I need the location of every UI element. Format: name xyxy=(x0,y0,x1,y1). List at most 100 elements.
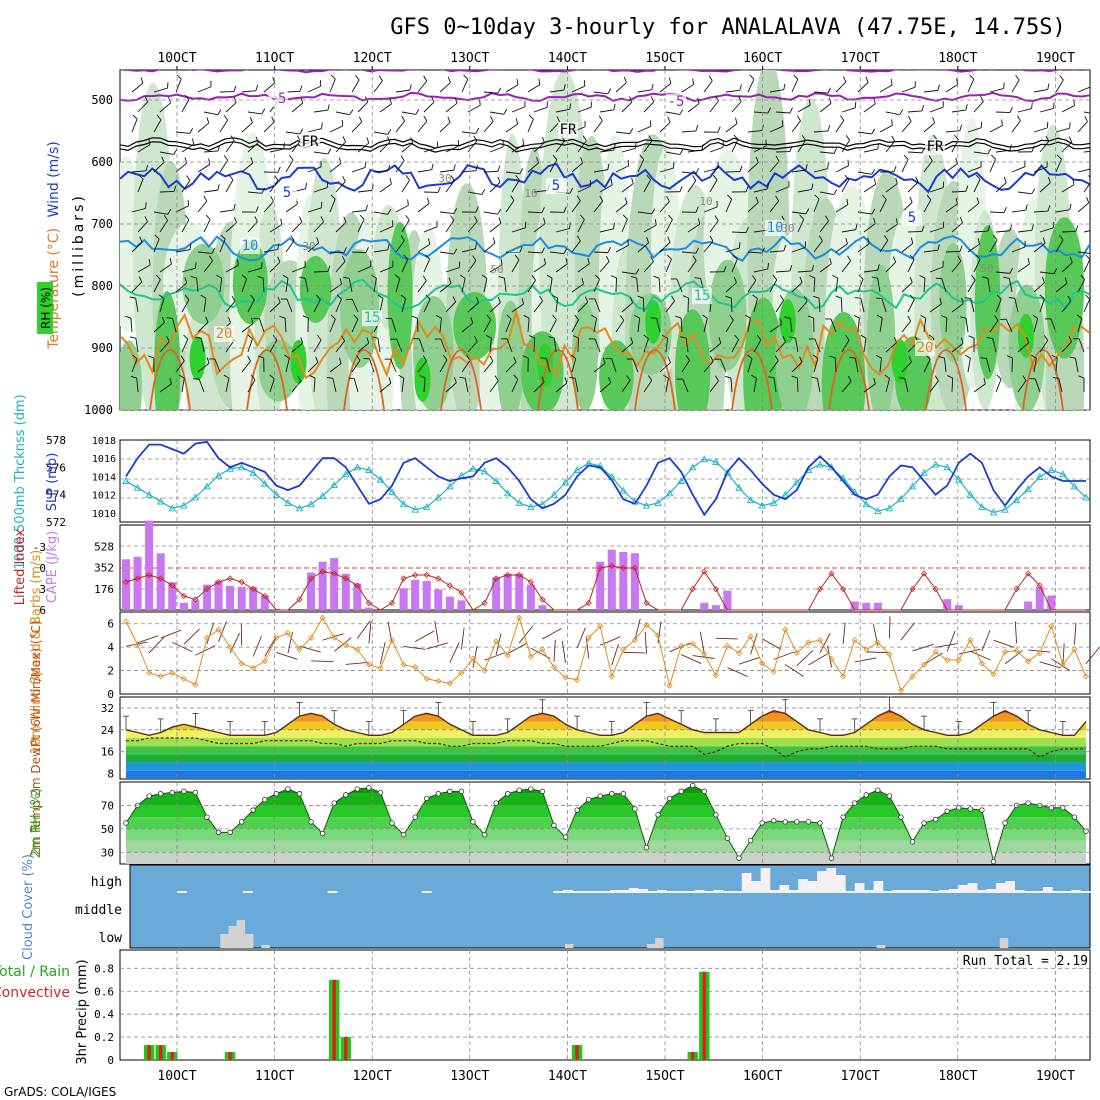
pressure-tick-label: 900 xyxy=(91,341,113,355)
wind-barb xyxy=(709,179,718,193)
wind-barb-feather xyxy=(341,255,346,262)
high-cloud-bar xyxy=(713,890,724,893)
wind-barb xyxy=(379,183,392,193)
wind-barb-feather xyxy=(620,315,625,321)
surface-barb xyxy=(195,645,216,656)
wind-barb-feather xyxy=(514,254,520,261)
wind-barb-feather xyxy=(735,117,738,124)
high-cloud-bar xyxy=(685,891,696,893)
thickness-marker xyxy=(180,501,188,509)
wind-barb xyxy=(175,282,188,293)
wind-barb-feather xyxy=(772,274,778,281)
rh-marker xyxy=(343,792,349,798)
iso-label-bg xyxy=(925,139,945,155)
wind-barb xyxy=(307,242,319,253)
wind-barb-feather xyxy=(453,164,456,171)
wind-barb xyxy=(197,86,212,93)
wind-barb-feather xyxy=(651,83,654,90)
warm-isotherm xyxy=(634,349,676,410)
wind-barb-feather xyxy=(180,355,185,361)
slp-tick: 1012 xyxy=(92,491,116,502)
wind-barb-feather xyxy=(321,122,323,129)
wind-barb xyxy=(703,206,718,213)
wind-barb xyxy=(555,108,570,113)
wind-barb xyxy=(203,219,211,233)
surface-barb xyxy=(738,656,761,665)
rh-band xyxy=(126,840,1086,853)
bottom-date-label: 10OCT xyxy=(157,1069,196,1084)
high-cloud-bar xyxy=(610,890,620,893)
wind-barb-feather xyxy=(423,75,428,82)
wind-barb-feather xyxy=(919,275,926,279)
wind-marker xyxy=(319,614,326,621)
pressure-tick-label: 500 xyxy=(91,93,113,107)
wind-barb xyxy=(863,383,876,393)
wind-barb-feather xyxy=(297,375,302,382)
wind-barb-feather xyxy=(960,337,964,344)
warm-isotherm xyxy=(925,349,967,410)
lifted-index-line xyxy=(125,565,1086,611)
iso-label-bg xyxy=(268,91,288,107)
wind-barb xyxy=(1014,298,1019,313)
wind-barb-feather xyxy=(166,317,173,319)
wind-barb xyxy=(1077,318,1083,333)
wind-barb xyxy=(1033,166,1048,173)
wind-barb xyxy=(214,358,221,373)
surface-barb xyxy=(172,641,193,653)
wind-barb-feather xyxy=(231,295,236,302)
wind-barb-feather xyxy=(541,376,545,383)
wind-barb-feather xyxy=(875,354,882,359)
li-marker xyxy=(342,575,349,582)
wind-barb xyxy=(1083,230,1090,233)
wind-barb xyxy=(967,358,971,373)
bottom-date-label: 13OCT xyxy=(450,1069,489,1084)
li-marker xyxy=(828,570,835,577)
bottom-date-label: 15OCT xyxy=(645,1069,684,1084)
high-cloud-bar xyxy=(958,885,968,893)
rh-marker xyxy=(400,832,407,838)
wind-barb-feather xyxy=(1088,175,1090,179)
wind-barb-feather xyxy=(364,96,369,103)
wind-barb xyxy=(401,142,414,153)
li-marker xyxy=(388,599,396,607)
bottom-date-label: 19OCT xyxy=(1036,1069,1075,1084)
wind-barb xyxy=(643,179,652,193)
wind-barb xyxy=(505,361,517,373)
surface-barb xyxy=(507,642,528,654)
rh-marker xyxy=(528,786,534,792)
wind-barb xyxy=(483,211,498,215)
wind-barb xyxy=(863,103,876,113)
wind-marker xyxy=(134,641,141,648)
wind-barb xyxy=(533,263,546,273)
wind-barb-feather xyxy=(745,314,751,319)
wind-barb-feather xyxy=(515,118,519,125)
rh-marker xyxy=(169,789,175,796)
wind-barb xyxy=(181,299,190,313)
wind-barb-feather xyxy=(635,268,640,275)
wind-barb xyxy=(511,379,519,393)
wind-barb xyxy=(1033,127,1048,133)
thickness-marker xyxy=(1012,496,1021,504)
wind-barb-feather xyxy=(854,297,861,299)
li-marker xyxy=(932,585,939,593)
wind-marker xyxy=(261,658,268,665)
wind-barb xyxy=(241,360,252,373)
wind-barb xyxy=(813,240,823,253)
wind-barb-feather xyxy=(715,375,719,382)
wind-barb-feather xyxy=(871,128,876,135)
wind-barb xyxy=(819,263,832,273)
rh-marker xyxy=(585,796,592,803)
rh-marker xyxy=(424,795,430,802)
wind-barb xyxy=(203,189,218,193)
wind-barb xyxy=(682,378,689,393)
wind-barb-feather xyxy=(891,119,893,126)
wind-marker xyxy=(1082,673,1090,680)
wind-barb xyxy=(335,111,350,116)
wind-barb xyxy=(643,224,657,233)
wind-marker xyxy=(828,655,835,662)
wind-barb xyxy=(197,164,211,173)
